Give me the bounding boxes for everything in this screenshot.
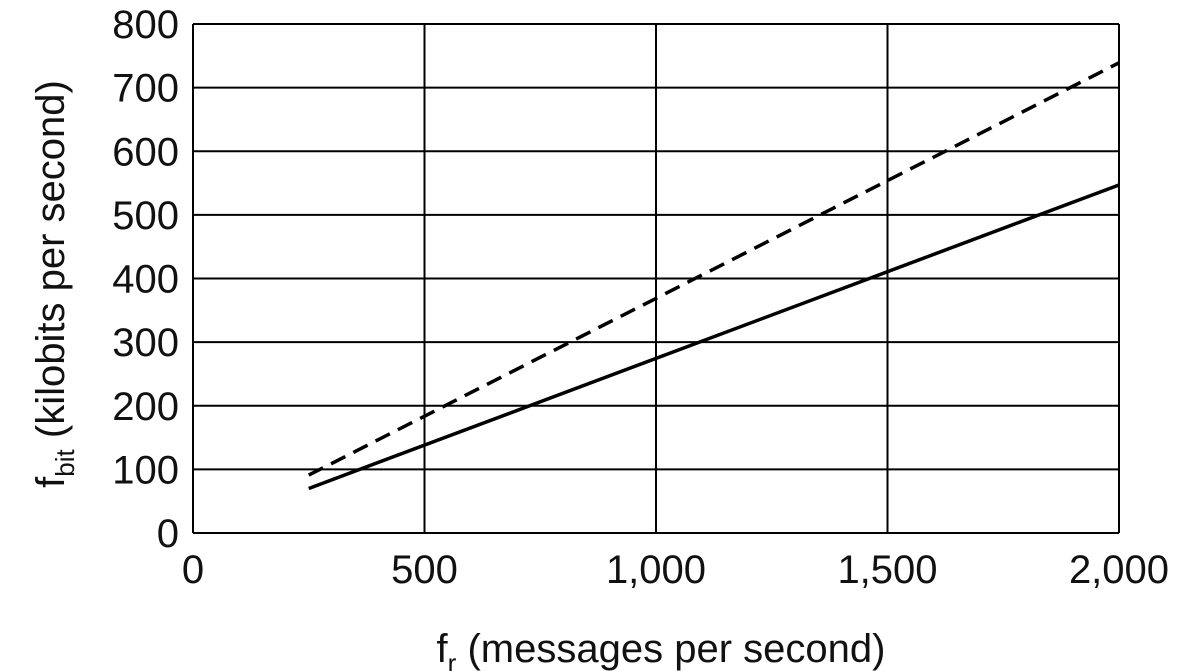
y-tick-label: 300 [112, 321, 179, 365]
x-tick-label: 2,000 [1069, 548, 1169, 592]
y-tick-label: 500 [112, 194, 179, 238]
x-tick-label: 500 [391, 548, 458, 592]
tick-labels: 0 500 1,000 1,500 2,000 0 100 200 300 400 500 600 70… [112, 3, 1169, 592]
y-tick-label: 100 [112, 448, 179, 492]
series-line-solid [308, 183, 1120, 491]
y-tick-label: 800 [112, 3, 179, 47]
x-tick-label: 1,000 [606, 548, 706, 592]
y-tick-label: 600 [112, 130, 179, 174]
y-tick-label: 700 [112, 67, 179, 111]
y-axis-title: fbit (kilobits per second) [29, 80, 80, 488]
series-layer [307, 61, 1120, 491]
y-tick-label: 400 [112, 258, 179, 302]
x-tick-label: 0 [182, 548, 204, 592]
x-axis-title: fr (messages per second) [437, 627, 886, 671]
y-tick-label: 0 [157, 512, 179, 556]
series-line-dashed [307, 61, 1120, 477]
x-tick-label: 1,500 [837, 548, 937, 592]
y-tick-label: 200 [112, 385, 179, 429]
grid [192, 23, 1120, 534]
